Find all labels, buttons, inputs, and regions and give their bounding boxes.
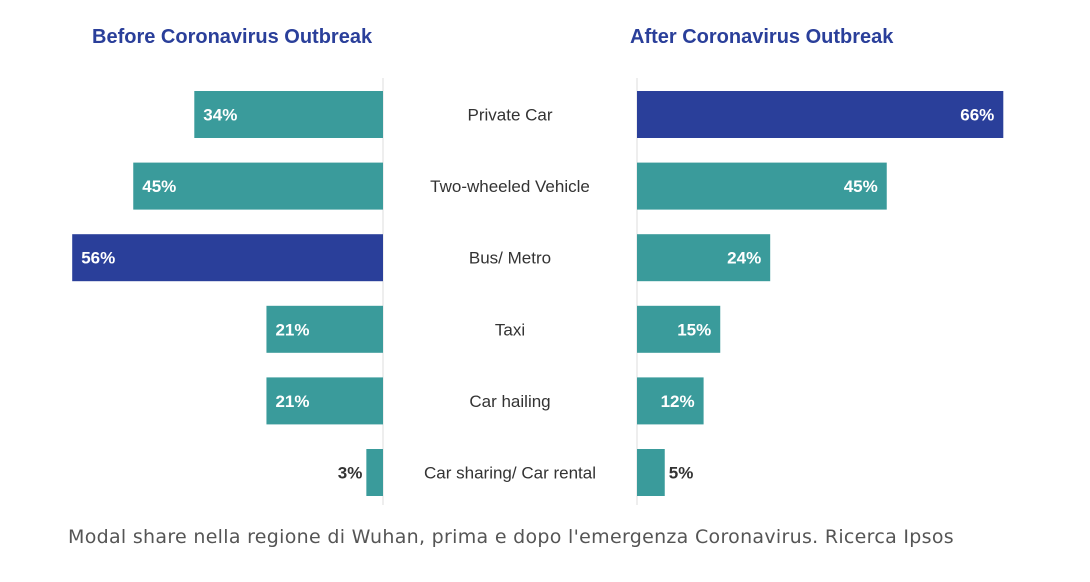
before-value-label: 45%: [142, 177, 176, 196]
before-value-label: 3%: [338, 464, 363, 483]
after-bar: [637, 305, 721, 353]
category-label: Taxi: [495, 320, 525, 339]
after-value-label: 15%: [677, 320, 711, 339]
before-value-label: 21%: [275, 392, 309, 411]
before-bar: [266, 305, 383, 353]
category-label: Car hailing: [469, 392, 550, 411]
before-value-label: 34%: [203, 106, 237, 125]
before-value-label: 56%: [81, 249, 115, 268]
chart-caption: Modal share nella regione di Wuhan, prim…: [68, 526, 954, 548]
category-label: Two-wheeled Vehicle: [430, 177, 590, 196]
after-value-label: 66%: [960, 106, 994, 125]
after-bar: [637, 234, 771, 282]
before-bar: [72, 234, 383, 282]
category-label: Car sharing/ Car rental: [424, 464, 596, 483]
category-label: Bus/ Metro: [469, 249, 551, 268]
before-bar: [266, 377, 383, 425]
after-bar: [637, 377, 704, 425]
after-value-label: 12%: [661, 392, 695, 411]
after-panel-title: After Coronavirus Outbreak: [630, 26, 894, 48]
before-bar: [194, 91, 383, 138]
after-value-label: 5%: [669, 464, 694, 483]
after-bar: [637, 162, 887, 210]
category-label: Private Car: [467, 106, 552, 125]
before-bar: [133, 162, 383, 210]
after-bar: [637, 91, 1004, 138]
after-value-label: 24%: [727, 249, 761, 268]
after-value-label: 45%: [844, 177, 878, 196]
before-value-label: 21%: [275, 320, 309, 339]
after-bar: [637, 449, 665, 496]
before-bar: [366, 449, 383, 496]
before-panel-title: Before Coronavirus Outbreak: [92, 26, 373, 48]
